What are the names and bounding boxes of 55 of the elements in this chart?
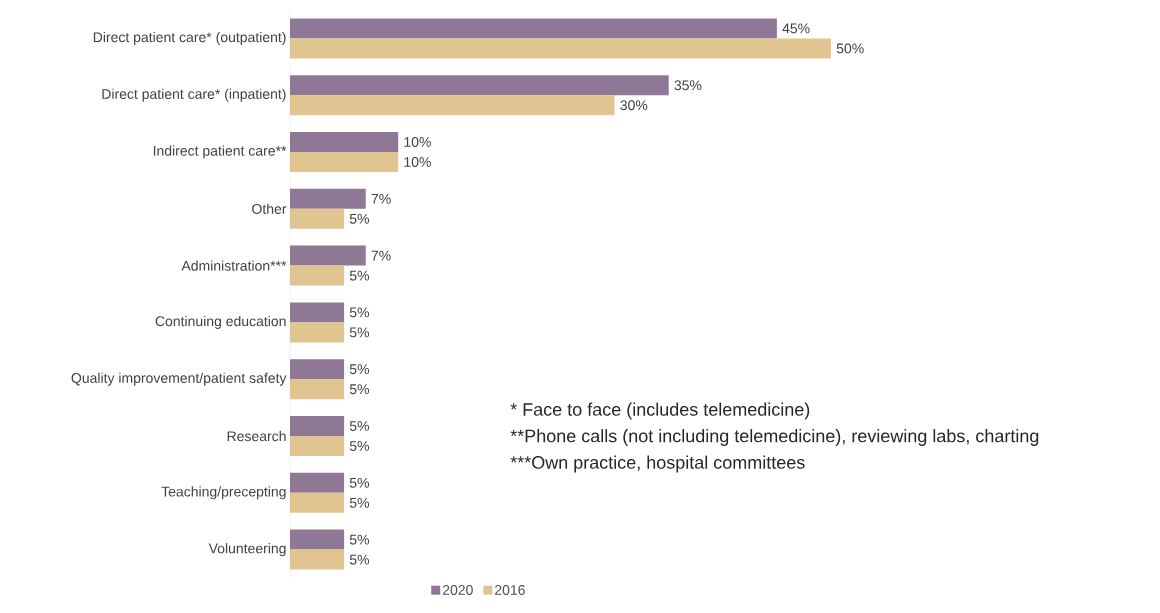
bar (290, 302, 345, 323)
data-label: 5% (349, 327, 370, 338)
data-label: 5% (349, 307, 370, 318)
bar (290, 18, 777, 39)
data-label: 5% (349, 497, 370, 508)
legend-label: 2016 (495, 585, 525, 595)
y-tick-label: Research (227, 430, 286, 442)
data-label: 35% (674, 80, 702, 91)
bar (290, 152, 399, 172)
annotation: * Face to face (includes telemedicine) (510, 402, 810, 420)
bar (290, 359, 345, 380)
data-label: 7% (371, 193, 391, 204)
annotation: **Phone calls (not including telemedicine), reviewing labs, charting (510, 429, 1039, 446)
data-label: 5% (349, 270, 370, 281)
legend-label: 2020 (442, 585, 473, 595)
y-tick-label: Direct patient care* (inpatient) (102, 88, 286, 102)
data-label: 5% (349, 534, 370, 545)
bar (290, 132, 399, 152)
data-label: 5% (349, 554, 370, 565)
y-tick-label: Volunteering (208, 543, 286, 557)
bar (290, 188, 366, 209)
data-label: 5% (349, 384, 370, 395)
bar (290, 549, 345, 570)
bar (290, 95, 615, 116)
bar (290, 529, 345, 550)
y-tick-label: Administration*** (181, 260, 287, 271)
data-label: 10% (404, 157, 431, 167)
bar (290, 472, 345, 493)
bar (290, 492, 345, 513)
bar (290, 265, 345, 286)
y-tick-label: Other (252, 203, 287, 214)
data-label: 5% (349, 213, 370, 224)
bar (290, 379, 345, 400)
annotation: ***Own practice, hospital committees (510, 455, 805, 473)
data-label: 7% (371, 250, 391, 261)
data-label: 10% (404, 137, 431, 147)
data-label: 45% (782, 23, 810, 34)
y-tick-label: Teaching/precepting (161, 486, 286, 500)
y-tick-label: Quality improvement/patient safety (71, 372, 287, 386)
bar (290, 436, 345, 457)
data-label: 5% (349, 477, 370, 488)
y-tick-label: Continuing education (155, 315, 286, 329)
bar (290, 416, 345, 437)
data-label: 5% (349, 421, 370, 431)
bar (290, 38, 831, 59)
bar (290, 245, 366, 266)
bar (290, 322, 345, 343)
data-label: 5% (349, 364, 370, 375)
y-tick-label: Indirect patient care** (153, 145, 287, 159)
bar (290, 75, 669, 96)
bar (290, 208, 345, 229)
data-label: 5% (349, 441, 370, 451)
data-label: 30% (620, 100, 648, 111)
y-tick-label: Direct patient care* (outpatient) (93, 31, 286, 45)
data-label: 50% (836, 43, 864, 54)
